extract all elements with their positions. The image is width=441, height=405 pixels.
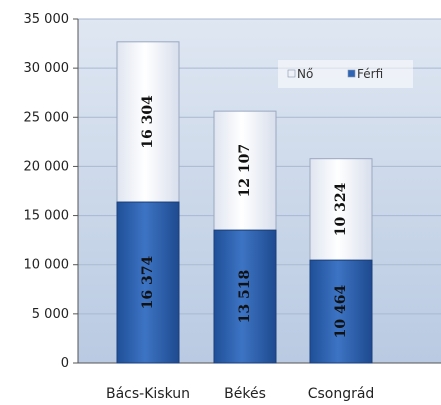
- y-tick-label: 20 000: [24, 159, 70, 174]
- data-label-ferfi: 13 518: [237, 270, 253, 324]
- legend-box: [278, 60, 413, 88]
- data-label-no: 16 304: [140, 95, 156, 149]
- category-label: Békés: [224, 386, 266, 402]
- y-tick-label: 30 000: [24, 61, 70, 76]
- data-label-ferfi: 16 374: [140, 255, 156, 309]
- y-tick-label: 5 000: [32, 307, 69, 322]
- bar-ferfi-1: [213, 229, 277, 364]
- legend-swatch: [347, 69, 356, 78]
- data-label-no: 12 107: [237, 144, 253, 198]
- legend-swatch: [287, 69, 296, 78]
- legend: Nő Férfi: [278, 60, 413, 88]
- bar-no-2: [309, 158, 373, 261]
- bar-no-1: [213, 110, 277, 231]
- legend-entry: Nő: [297, 67, 313, 81]
- y-tick-label: 15 000: [24, 209, 70, 224]
- bar-ferfi-2: [309, 259, 373, 364]
- data-label-no: 10 324: [333, 182, 349, 236]
- category-label: Csongrád: [308, 386, 375, 402]
- category-label: Bács-Kiskun: [106, 386, 190, 402]
- y-tick-label: 0: [61, 356, 69, 371]
- data-label-ferfi: 10 464: [333, 285, 349, 339]
- y-tick-label: 25 000: [24, 110, 70, 125]
- legend-entry: Férfi: [357, 67, 383, 81]
- y-tick-label: 10 000: [24, 258, 70, 273]
- y-tick-label: 35 000: [24, 12, 70, 27]
- bar-no-0: [116, 41, 180, 203]
- bar-ferfi-0: [116, 201, 180, 364]
